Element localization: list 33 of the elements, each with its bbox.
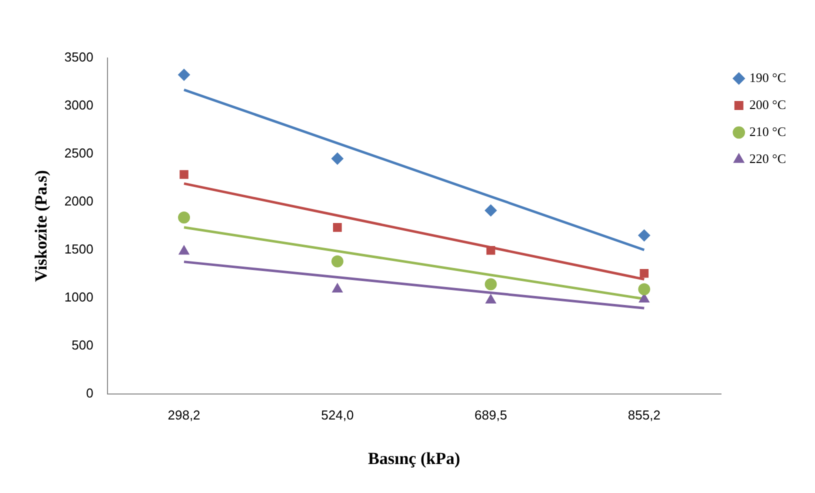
x-tick-label: 298,2 [168,407,200,422]
point [331,255,344,268]
y-tick-label: 3000 [64,98,94,113]
y-tick-label: 1500 [64,242,94,257]
point [331,152,344,165]
point [332,283,343,293]
point [178,245,190,255]
point [180,170,188,179]
point [486,294,496,304]
point [640,268,649,278]
point [333,223,342,232]
point [178,211,190,224]
y-tick-label: 2500 [64,146,94,161]
legend-label: 200 °C [749,96,786,112]
y-tick-label: 1000 [64,290,94,305]
y-axis-title: Viskozite (Pa.s) [32,170,51,282]
y-tick-label: 0 [86,386,94,401]
legend-label: 220 °C [749,150,786,166]
point [638,229,650,242]
legend-label: 190 °C [749,70,786,85]
point [484,278,497,290]
x-axis-title: Basınç (kPa) [368,449,460,468]
x-tick-label: 524,0 [321,407,354,422]
point [178,68,190,81]
x-tick-label: 689,5 [474,407,508,422]
point [484,204,497,216]
point [486,246,496,255]
y-tick-label: 500 [72,338,94,353]
point [638,283,650,296]
x-tick-label: 855,2 [628,407,660,422]
y-tick-label: 2000 [64,194,94,209]
legend-label: 210 °C [749,124,786,139]
y-tick-label: 3500 [64,50,94,65]
